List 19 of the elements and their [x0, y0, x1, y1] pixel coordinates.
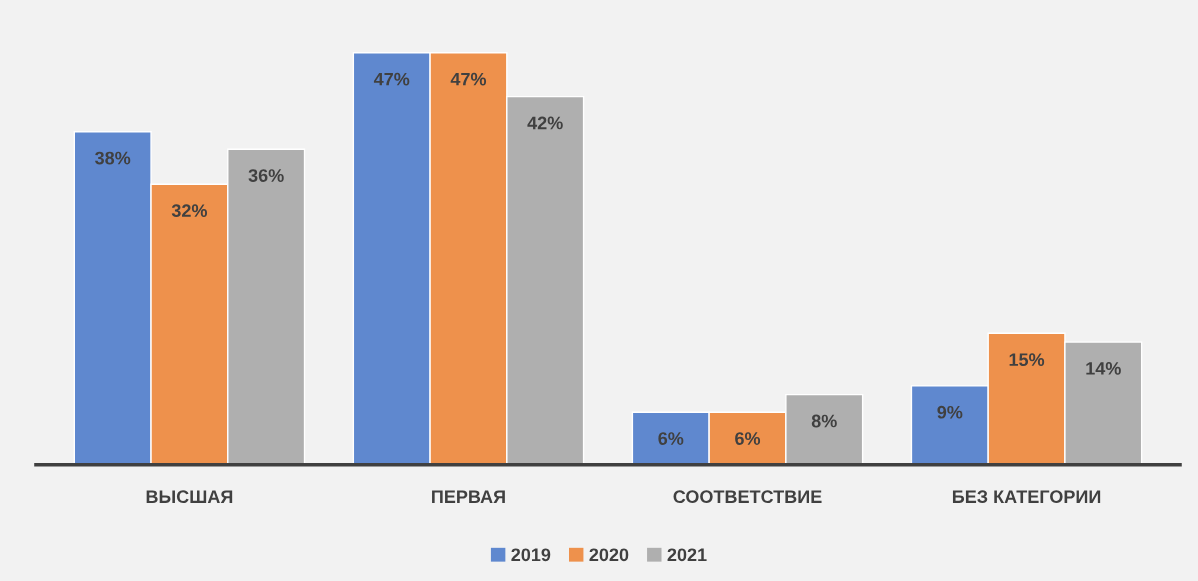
x-tick-label: СООТВЕТСТВИЕ — [673, 490, 822, 504]
data-label: 32% — [171, 204, 208, 218]
data-label: 8% — [811, 414, 837, 428]
legend-label: 2020 — [589, 548, 629, 562]
x-tick-label: БЕЗ КАТЕГОРИИ — [952, 490, 1101, 504]
data-label: 38% — [95, 151, 131, 165]
x-tick-label: ВЫСШАЯ — [146, 490, 233, 504]
data-label: 9% — [937, 405, 963, 419]
data-label: 47% — [373, 72, 410, 86]
data-label: 6% — [735, 432, 761, 445]
data-label: 36% — [248, 169, 284, 182]
data-label: 42% — [527, 116, 563, 130]
x-tick-label: ПЕРВАЯ — [432, 490, 505, 503]
legend-label: 2021 — [667, 548, 707, 562]
data-label: 15% — [1009, 353, 1045, 367]
data-label: 6% — [658, 432, 684, 445]
data-label: 14% — [1086, 362, 1121, 375]
legend-label: 2019 — [511, 548, 551, 562]
data-label: 47% — [450, 72, 487, 86]
